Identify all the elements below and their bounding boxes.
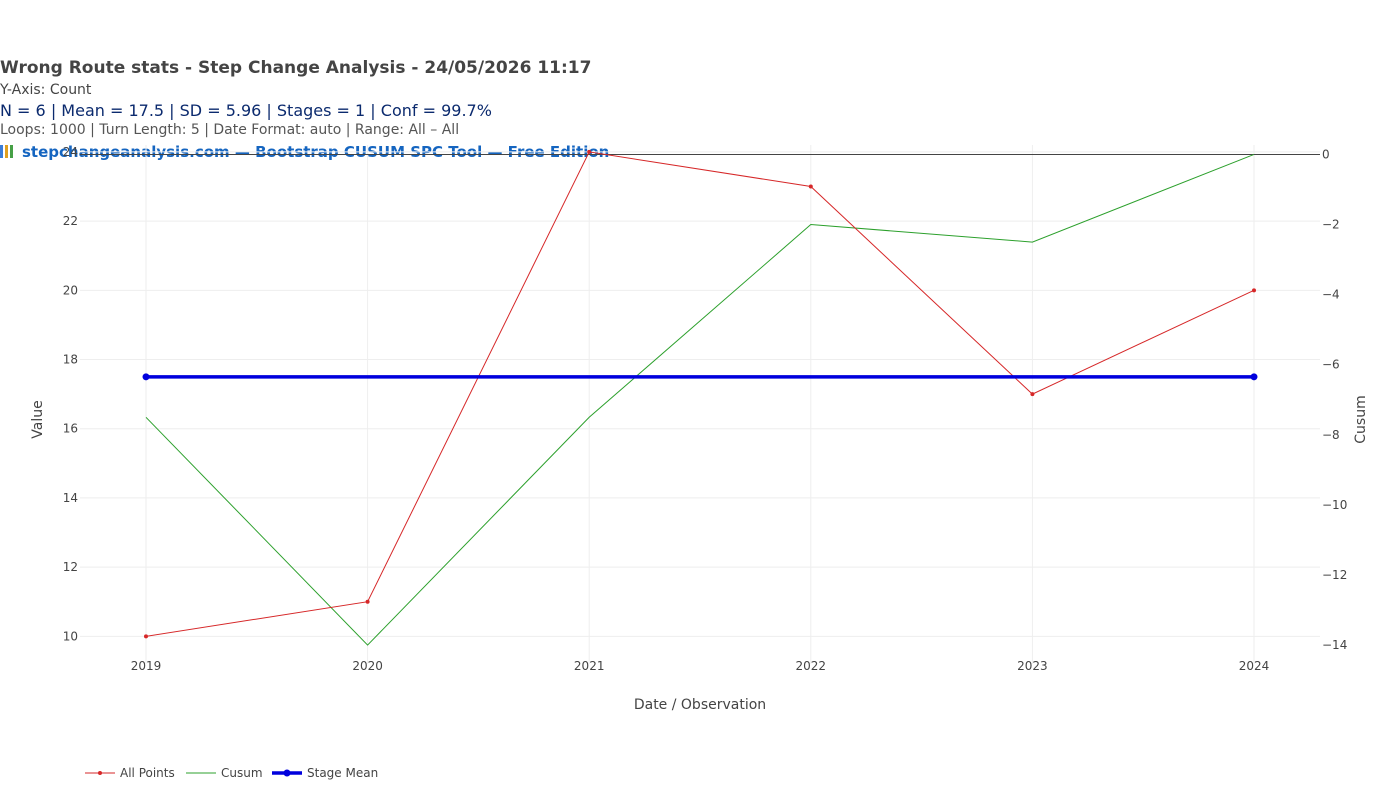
x-tick-label: 2023: [1017, 659, 1048, 673]
legend-item-stage-mean[interactable]: Stage Mean: [272, 766, 378, 780]
axis-layer: 2019 2020 2021 2022 2023 20241012141618202224…: [30, 145, 1369, 713]
y2-tick-label: 0: [1322, 147, 1330, 161]
y-tick-label: 10: [63, 629, 78, 643]
all-points-point: [365, 599, 370, 604]
all-points-point: [1030, 392, 1035, 397]
legend-item-all-points[interactable]: All Points: [85, 766, 175, 780]
y2-tick-label: −2: [1322, 218, 1340, 232]
meta-line: Loops: 1000 | Turn Length: 5 | Date Form…: [0, 122, 460, 138]
y2-tick-label: −6: [1322, 358, 1340, 372]
all-points-point: [144, 634, 148, 639]
cusum-line: [145, 153, 1255, 646]
brand-line[interactable]: stepchangeanalysis.com — Bootstrap CUSUM…: [0, 143, 609, 161]
legend-label: Cusum: [221, 766, 263, 780]
legend-label: Stage Mean: [307, 766, 378, 780]
x-tick-label: 2024: [1239, 659, 1270, 673]
x-tick-label: 2022: [796, 659, 827, 673]
stage-mean-point: [1250, 373, 1258, 381]
y2-tick-label: −14: [1322, 638, 1347, 652]
brand-text[interactable]: stepchangeanalysis.com — Bootstrap CUSUM…: [22, 143, 610, 161]
bar-chart-icon: [0, 145, 14, 158]
chart-title: Wrong Route stats - Step Change Analysis…: [0, 58, 592, 78]
y-tick-label: 12: [63, 560, 78, 574]
stage-mean-point: [142, 373, 150, 381]
legend-label: All Points: [120, 766, 175, 780]
legend-swatch-marker: [98, 771, 102, 775]
y-axis-note: Y-Axis: Count: [0, 82, 92, 98]
legend-swatch-marker: [283, 769, 291, 777]
x-axis-title: Date / Observation: [634, 697, 766, 713]
x-tick-label: 2020: [352, 659, 383, 673]
y2-tick-label: −12: [1322, 568, 1347, 582]
grid-layer: [80, 145, 1320, 664]
series-layer: [142, 149, 1258, 646]
y-tick-label: 16: [63, 422, 78, 436]
y2-tick-label: −10: [1322, 498, 1347, 512]
all-points-line: [145, 151, 1255, 637]
x-tick-label: 2021: [574, 659, 605, 673]
y-tick-label: 22: [63, 214, 78, 228]
y2-tick-label: −8: [1322, 428, 1340, 442]
all-points-point: [1252, 288, 1256, 293]
y-tick-label: 18: [63, 353, 78, 367]
x-tick-label: 2019: [131, 659, 162, 673]
stats-line: N = 6 | Mean = 17.5 | SD = 5.96 | Stages…: [0, 101, 492, 120]
y2-tick-label: −4: [1322, 288, 1340, 302]
all-points-point: [808, 184, 813, 189]
y-tick-label: 14: [63, 491, 78, 505]
y2-axis-title: Cusum: [1353, 395, 1369, 443]
y-axis-title: Value: [30, 400, 46, 438]
legend: All Points Cusum Stage Mean: [85, 766, 378, 780]
y-tick-label: 20: [63, 283, 78, 297]
legend-item-cusum[interactable]: Cusum: [186, 766, 263, 780]
